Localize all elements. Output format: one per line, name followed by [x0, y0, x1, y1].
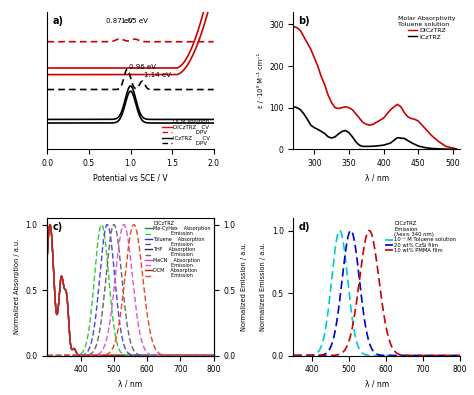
Legend: DCM solution, DICzTRZ   CV,              DPV, ICzTRZ      CV,              DPV: DCM solution, DICzTRZ CV, DPV, ICzTRZ CV…	[161, 118, 211, 147]
Text: 0.96 eV: 0.96 eV	[129, 64, 156, 70]
X-axis label: λ / nm: λ / nm	[118, 380, 143, 389]
Text: 1.14 eV: 1.14 eV	[144, 72, 171, 78]
Y-axis label: Normalized Emission / a.u.: Normalized Emission / a.u.	[241, 243, 247, 331]
X-axis label: λ / nm: λ / nm	[365, 173, 389, 182]
Y-axis label: ε / ·10³ M⁻¹ cm⁻¹: ε / ·10³ M⁻¹ cm⁻¹	[256, 53, 264, 108]
X-axis label: Potential vs SCE / V: Potential vs SCE / V	[93, 173, 168, 182]
Y-axis label: Normalized Absorption / a.u.: Normalized Absorption / a.u.	[14, 239, 20, 335]
X-axis label: λ / nm: λ / nm	[365, 380, 389, 389]
Text: d): d)	[299, 222, 310, 232]
Text: b): b)	[299, 16, 310, 26]
Text: c): c)	[53, 222, 63, 232]
Text: a): a)	[53, 16, 64, 26]
Y-axis label: Normalized Emission / a.u.: Normalized Emission / a.u.	[260, 243, 266, 331]
Text: 1.05 eV: 1.05 eV	[121, 18, 148, 24]
Text: 0.87 eV: 0.87 eV	[106, 18, 133, 24]
Legend: DICzTRZ, ICzTRZ: DICzTRZ, ICzTRZ	[397, 15, 456, 41]
Legend: DICzTRZ, Me-CyHex    Absorption,             Emission, Toluene    Absorption,   : DICzTRZ, Me-CyHex Absorption, Emission, …	[145, 220, 211, 279]
Legend: DICzTRZ, Emission, (λex≈ 340 nm), 10⁻⁵ M Toluene solution, 20 wt% CzSi film, 10 : DICzTRZ, Emission, (λex≈ 340 nm), 10⁻⁵ M…	[384, 221, 457, 254]
